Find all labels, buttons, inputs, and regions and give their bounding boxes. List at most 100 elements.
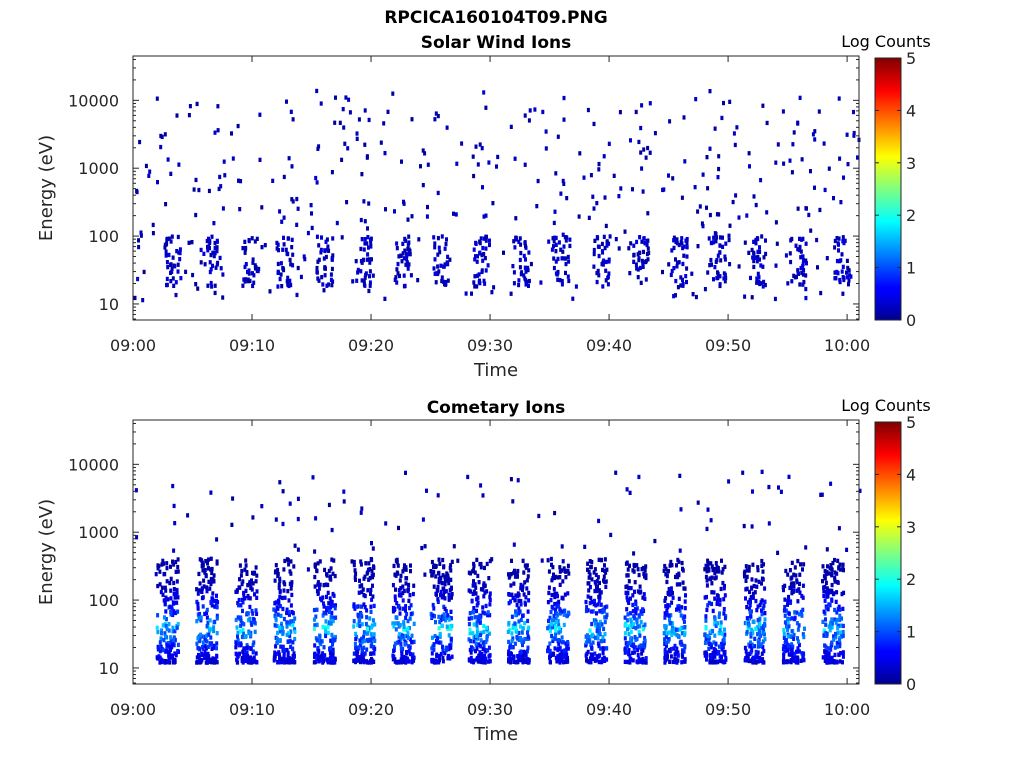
axis-ticks: 09:00 09:10 09:20 09:30 09:40 09:50 10:0010100…	[68, 420, 870, 719]
spectrogram-cell	[440, 234, 444, 239]
spectrogram-cell	[366, 626, 369, 632]
x-tick-label: 09:50	[705, 336, 751, 355]
spectrogram-cell	[537, 513, 541, 519]
spectrogram-cell	[629, 241, 633, 246]
spectrogram-cell	[165, 236, 169, 241]
spectrogram-cell	[623, 636, 627, 641]
spectrogram-cell	[469, 650, 473, 655]
spectrogram-cell	[486, 263, 490, 268]
spectrogram-cell	[599, 602, 603, 607]
spectrogram-cell	[823, 569, 827, 574]
spectrogram-cell	[282, 235, 285, 240]
spectrogram-cell	[496, 154, 500, 160]
spectrogram-cell	[645, 242, 649, 248]
spectrogram-cell	[484, 603, 488, 609]
spectrogram-cell	[147, 173, 151, 178]
spectrogram-cell	[251, 649, 255, 654]
spectrogram-cell	[393, 641, 397, 646]
spectrogram-cell	[666, 639, 670, 644]
spectrogram-cell	[471, 631, 475, 636]
spectrogram-cell	[332, 615, 336, 621]
spectrogram-cell	[636, 624, 640, 629]
spectrogram-cell	[840, 634, 843, 639]
spectrogram-cell	[321, 595, 325, 600]
spectrogram-cell	[526, 609, 530, 614]
spectrogram-cell	[357, 117, 361, 122]
spectrogram-cell	[250, 578, 253, 583]
spectrogram-cell	[355, 652, 359, 657]
spectrogram-cell	[161, 592, 165, 597]
spectrogram-cell	[568, 243, 572, 249]
spectrogram-cell	[544, 146, 548, 151]
spectrogram-cell	[231, 156, 235, 161]
spectrogram-cell	[789, 645, 793, 650]
spectrogram-cell	[210, 566, 214, 572]
spectrogram-cell	[586, 608, 590, 613]
spectrogram-cell	[641, 627, 645, 632]
spectrogram-cell	[290, 197, 294, 202]
spectrogram-cell	[720, 115, 724, 121]
spectrogram-cell	[522, 253, 526, 259]
spectrogram-cell	[827, 654, 831, 659]
spectrogram-cell	[664, 566, 668, 571]
spectrogram-cell	[723, 257, 727, 262]
spectrogram-cell	[602, 574, 606, 579]
spectrogram-cell	[574, 284, 578, 289]
spectrogram-cell	[209, 576, 213, 582]
spectrogram-cell	[327, 502, 331, 508]
spectrogram-cell	[629, 619, 633, 624]
spectrogram-cell	[238, 207, 242, 212]
spectrogram-cell	[825, 547, 829, 552]
spectrogram-cell	[289, 619, 293, 624]
spectrogram-cell	[597, 244, 601, 249]
spectrogram-cell	[523, 240, 527, 246]
spectrogram-cell	[483, 590, 487, 595]
spectrogram-cell	[788, 585, 792, 591]
spectrogram-cell	[364, 621, 368, 627]
spectrogram-cell	[356, 267, 360, 273]
spectrogram-cell	[398, 273, 401, 279]
spectrogram-cell	[517, 282, 521, 288]
spectrogram-cell	[213, 619, 217, 624]
spectrogram-cell	[525, 563, 529, 568]
spectrogram-cell	[560, 282, 564, 287]
spectrogram-cell	[550, 604, 554, 610]
spectrogram-cell	[671, 176, 675, 181]
spectrogram-cell	[329, 277, 333, 282]
spectrogram-cell	[291, 199, 295, 204]
spectrogram-cell	[315, 638, 319, 643]
spectrogram-cell	[597, 253, 601, 259]
spectrogram-cell	[163, 631, 167, 636]
spectrogram-cell	[169, 612, 173, 617]
spectrogram-cell	[238, 651, 242, 656]
spectrogram-cell	[319, 101, 323, 106]
spectrogram-cell	[744, 596, 747, 601]
spectrogram-cell	[521, 642, 524, 648]
spectrogram-cell	[480, 252, 484, 258]
spectrogram-cell	[241, 246, 245, 251]
spectrogram-cell	[221, 206, 225, 211]
spectrogram-cell	[838, 562, 842, 567]
spectrogram-cell	[792, 632, 796, 638]
spectrogram-cell	[637, 630, 641, 635]
spectrogram-cell	[223, 173, 227, 178]
spectrogram-cell	[762, 648, 766, 654]
spectrogram-cell	[551, 636, 555, 641]
spectrogram-cell	[758, 602, 762, 608]
spectrogram-cell	[785, 659, 789, 664]
spectrogram-cell	[251, 642, 255, 648]
spectrogram-cell	[834, 631, 837, 637]
spectrogram-cell	[708, 263, 712, 268]
spectrogram-cell	[481, 587, 485, 592]
spectrogram-cell	[160, 631, 163, 636]
spectrogram-cell	[166, 265, 170, 270]
spectrogram-cell	[838, 641, 842, 646]
spectrogram-cell	[442, 616, 446, 622]
spectrogram-cell	[552, 220, 556, 226]
spectrogram-cell	[703, 632, 707, 637]
spectrogram-cell	[354, 636, 358, 642]
spectrogram-cell	[564, 270, 567, 276]
spectrogram-cell	[482, 594, 486, 599]
spectrogram-cell	[624, 590, 628, 595]
spectrogram-cell	[292, 659, 296, 664]
